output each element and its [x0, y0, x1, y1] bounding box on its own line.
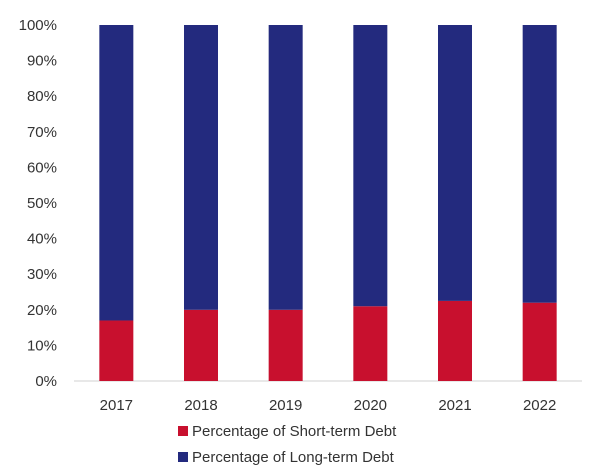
bar-long-term-2022	[522, 25, 557, 303]
y-tick-label: 50%	[27, 195, 57, 212]
y-tick-label: 40%	[27, 231, 57, 248]
legend: Percentage of Short-term Debt Percentage …	[178, 423, 397, 466]
y-tick-label: 90%	[27, 53, 57, 70]
bar-short-term-2022	[522, 302, 557, 381]
legend-swatch-long-term	[178, 452, 188, 462]
x-tick-label: 2020	[354, 397, 387, 414]
bar-long-term-2020	[353, 25, 388, 307]
bar-long-term-2017	[99, 25, 134, 321]
bar-long-term-2018	[184, 25, 218, 310]
y-tick-label: 70%	[27, 124, 57, 141]
bar-long-term-2019	[268, 25, 303, 310]
bar-short-term-2021	[438, 300, 472, 381]
legend-swatch-short-term	[178, 426, 188, 436]
bar-short-term-2018	[184, 309, 218, 381]
y-tick-label: 10%	[27, 337, 57, 354]
x-tick-label: 2021	[438, 397, 471, 414]
bars	[99, 25, 557, 381]
y-tick-label: 30%	[27, 266, 57, 283]
y-tick-label: 0%	[35, 373, 57, 390]
y-tick-label: 100%	[19, 17, 57, 34]
bar-short-term-2019	[268, 309, 303, 381]
x-tick-label: 2022	[523, 397, 556, 414]
y-tick-label: 80%	[27, 88, 57, 105]
bar-short-term-2020	[353, 306, 388, 381]
legend-label-long-term: Percentage of Long-term Debt	[192, 449, 395, 466]
x-tick-label: 2018	[184, 397, 217, 414]
y-tick-label: 20%	[27, 302, 57, 319]
y-tick-label: 60%	[27, 159, 57, 176]
bar-short-term-2017	[99, 320, 134, 381]
x-tick-label: 2019	[269, 397, 302, 414]
x-axis: 2017 2018 2019 2020 2021 2022	[100, 397, 557, 414]
y-axis: 0% 10% 20% 30% 40% 50% 60% 70% 80% 90% 100%	[19, 17, 57, 390]
bar-long-term-2021	[438, 25, 472, 301]
legend-label-short-term: Percentage of Short-term Debt	[192, 423, 397, 440]
x-tick-label: 2017	[100, 397, 133, 414]
